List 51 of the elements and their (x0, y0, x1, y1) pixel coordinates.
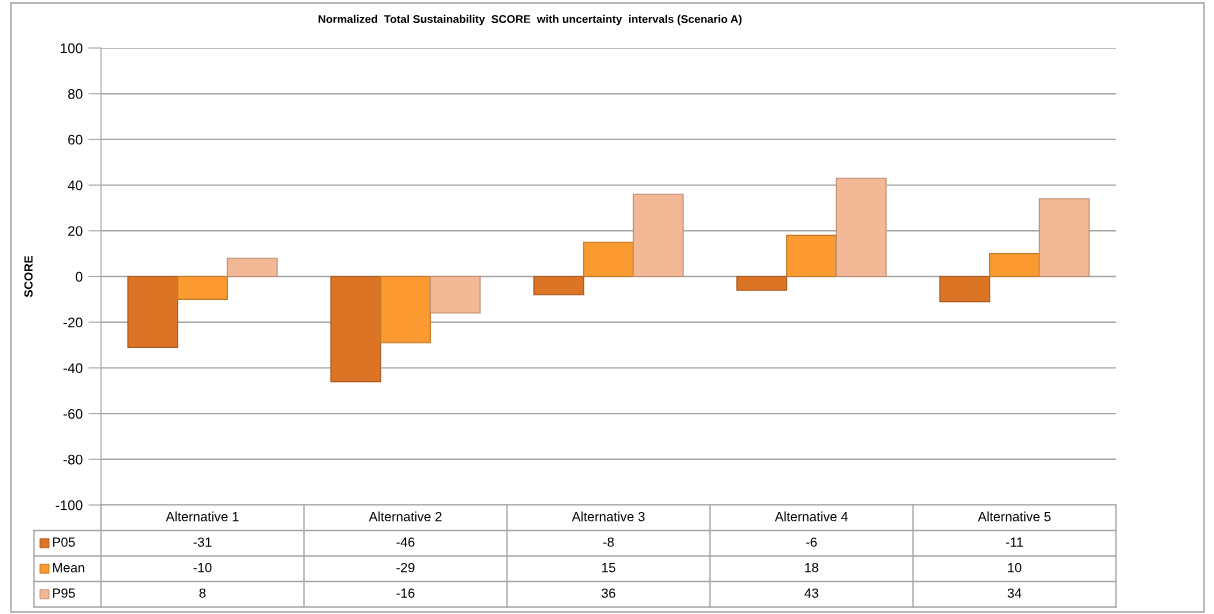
bar (835, 177, 887, 278)
data-label: 8 (199, 588, 206, 598)
y-tick-label: -100 (55, 500, 83, 511)
data-label: -46 (396, 537, 415, 547)
data-label: 10 (1008, 562, 1022, 573)
bar (632, 193, 684, 278)
y-tick-label: 100 (60, 43, 83, 54)
x-tick-label: Alternative 2 (368, 511, 442, 522)
data-label: -29 (396, 562, 415, 573)
data-label: -31 (193, 537, 212, 547)
bar (127, 275, 179, 348)
x-tick-label: Alternative 5 (977, 511, 1051, 522)
y-tick-label: 0 (75, 271, 83, 282)
chart-title: Normalized Total Sustainability SCORE with uncertainty intervals (Scenario A) (318, 14, 742, 26)
bar (989, 253, 1040, 278)
bar (177, 275, 228, 300)
data-label: 34 (1007, 588, 1022, 598)
bar (583, 241, 634, 278)
data-label: 36 (601, 588, 616, 598)
bar (330, 275, 382, 383)
data-label: 15 (602, 563, 616, 573)
bar (380, 275, 431, 344)
bar (736, 275, 788, 291)
bar (786, 234, 837, 278)
data-label: 43 (804, 588, 819, 598)
data-label: -10 (193, 562, 212, 573)
bar (429, 275, 481, 314)
y-tick-label: 40 (67, 180, 83, 191)
x-tick-label: Alternative 3 (571, 511, 645, 522)
y-tick-label: -40 (63, 363, 83, 374)
y-tick-label: 80 (68, 89, 83, 99)
legend-label: P05 (53, 537, 75, 547)
y-tick-label: -20 (63, 317, 83, 328)
data-label: -6 (806, 537, 817, 547)
bar (226, 257, 278, 278)
bar (533, 275, 585, 296)
bar (939, 275, 991, 303)
y-tick-label: 20 (68, 226, 83, 236)
x-tick-label: Alternative 4 (774, 511, 848, 522)
y-tick-label: 60 (68, 134, 83, 145)
y-axis-title: SCORE (24, 255, 33, 298)
bar (1038, 198, 1090, 278)
legend-label: P95 (53, 588, 75, 598)
data-label: -8 (603, 537, 614, 547)
data-label: 18 (805, 562, 819, 573)
data-label: -11 (1006, 537, 1023, 547)
data-label: -16 (396, 588, 415, 598)
x-tick-label: Alternative 1 (165, 511, 239, 522)
y-tick-label: -80 (63, 454, 83, 465)
y-tick-label: -60 (63, 408, 83, 419)
legend-label: Mean (53, 563, 85, 573)
